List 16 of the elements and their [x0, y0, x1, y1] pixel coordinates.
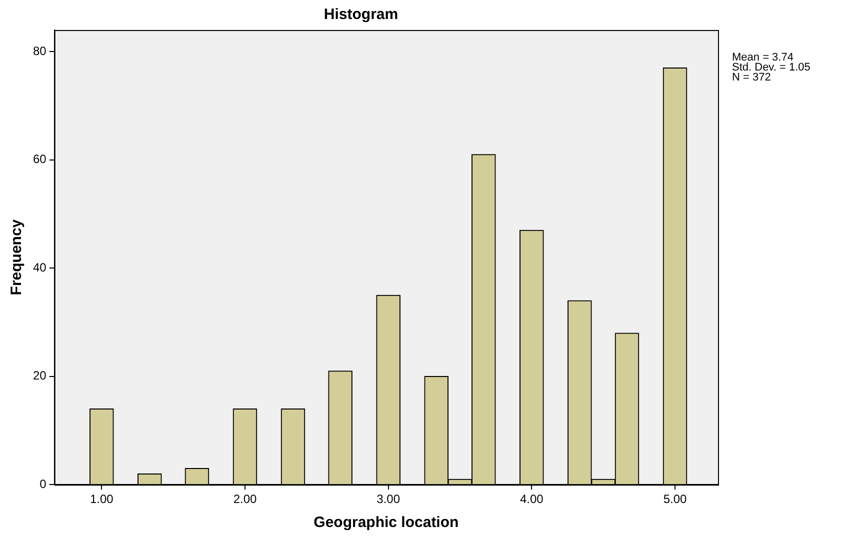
x-tick-label: 1.00 [90, 492, 114, 506]
y-axis-title: Frequency [8, 218, 26, 296]
y-tick-label: 40 [32, 260, 47, 274]
y-tick-label: 0 [40, 476, 47, 491]
y-tick-label: 60 [32, 152, 47, 166]
text: N = 372 [732, 72, 771, 84]
text: Std. Dev. = 1.05 [732, 62, 810, 74]
y-tick-label: 80 [32, 44, 47, 58]
x-tick-label: 2.00 [233, 492, 257, 506]
x-axis-title: Geographic location [314, 514, 459, 532]
y-tick-label: 20 [32, 368, 47, 383]
x-tick-label: 3.00 [376, 492, 400, 506]
x-tick-label: 5.00 [663, 492, 687, 506]
x-tick-label: 4.00 [520, 492, 544, 506]
text: Mean = 3.74 [732, 52, 794, 64]
chart-title: Histogram [324, 6, 398, 24]
